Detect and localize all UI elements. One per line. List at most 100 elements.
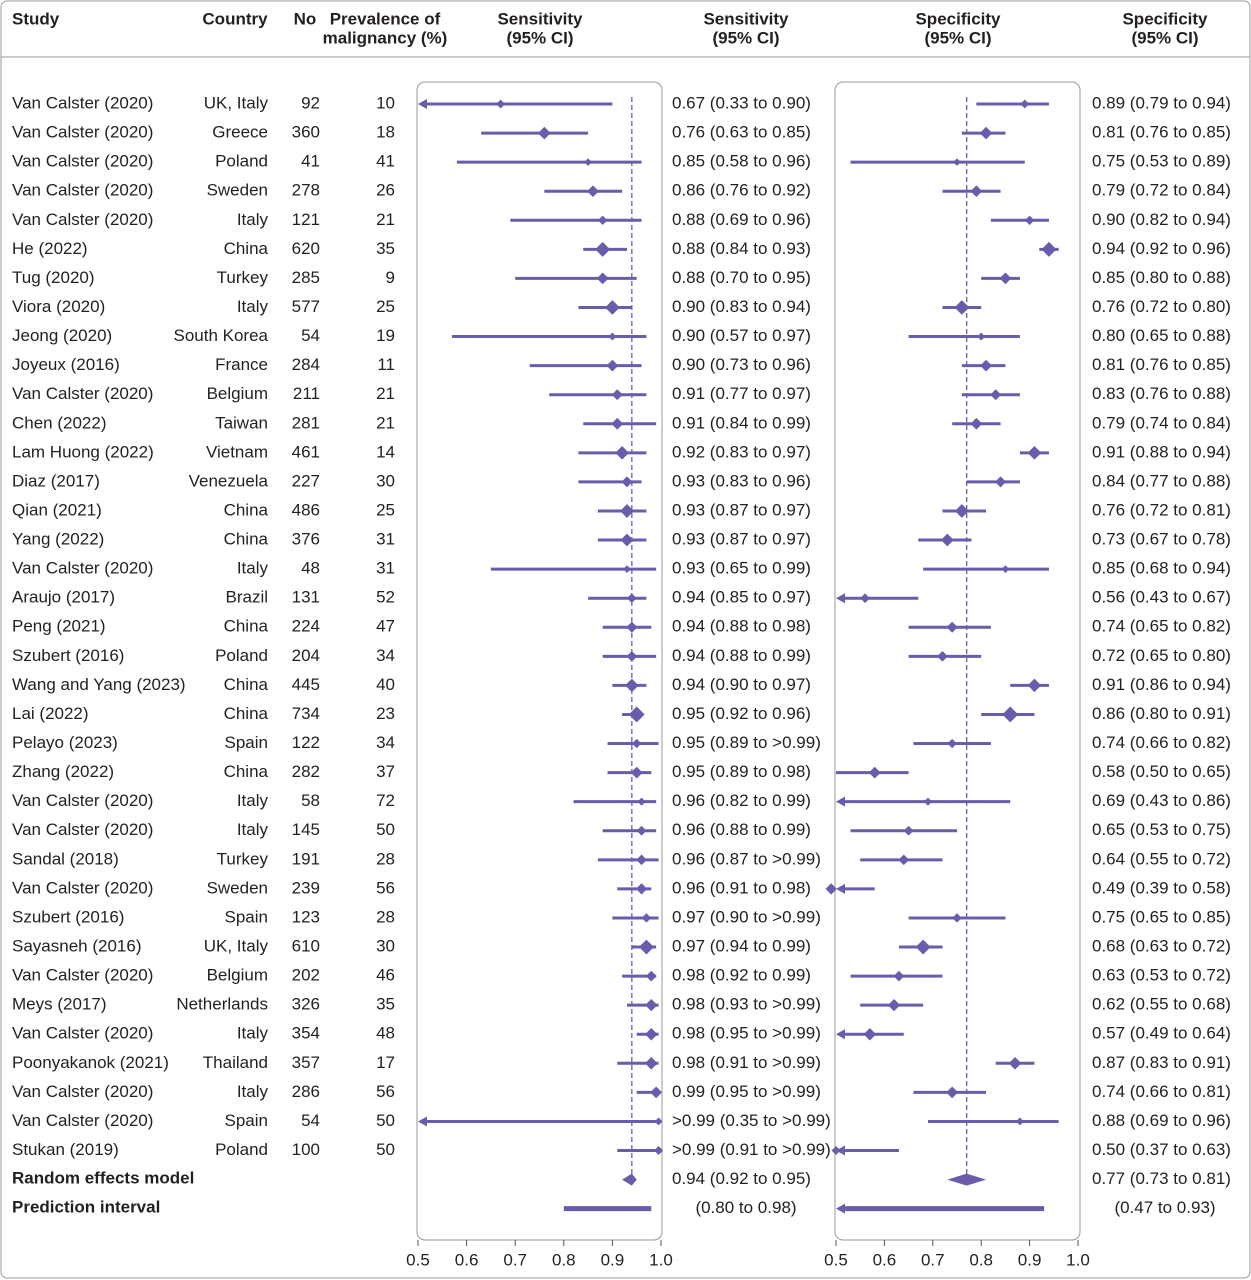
sample-size: 326 bbox=[292, 995, 320, 1014]
x-tick-label: 0.8 bbox=[969, 1250, 993, 1269]
point-estimate bbox=[615, 446, 629, 460]
ci-label: 0.92 (0.83 to 0.97) bbox=[672, 442, 811, 461]
country: Italy bbox=[237, 820, 269, 839]
point-estimate bbox=[597, 215, 608, 225]
prevalence: 21 bbox=[376, 413, 395, 432]
clip-arrow bbox=[836, 796, 845, 807]
prevalence: 18 bbox=[376, 123, 395, 142]
country: Sweden bbox=[207, 181, 268, 200]
panel-header: Specificity bbox=[915, 9, 1001, 28]
ci-label: 0.96 (0.91 to 0.98) bbox=[672, 878, 811, 897]
sample-size: 281 bbox=[292, 413, 320, 432]
sample-size: 354 bbox=[292, 1024, 320, 1043]
sample-size: 191 bbox=[292, 849, 320, 868]
ci-label: 0.89 (0.79 to 0.94) bbox=[1092, 93, 1231, 112]
country: Italy bbox=[237, 1082, 269, 1101]
pooled-diamond bbox=[622, 1173, 637, 1186]
ci-label: >0.99 (0.91 to >0.99) bbox=[672, 1140, 831, 1159]
country: Poland bbox=[215, 646, 268, 665]
country: Netherlands bbox=[176, 995, 268, 1014]
sample-size: 202 bbox=[292, 966, 320, 985]
point-estimate bbox=[970, 185, 983, 198]
column-header: No bbox=[294, 9, 317, 28]
prevalence: 23 bbox=[376, 704, 395, 723]
country: China bbox=[224, 239, 269, 258]
point-estimate bbox=[645, 999, 658, 1012]
ci-label: 0.93 (0.65 to 0.99) bbox=[672, 559, 811, 578]
country: Turkey bbox=[217, 849, 269, 868]
ci-label: 0.85 (0.58 to 0.96) bbox=[672, 152, 811, 171]
prevalence: 35 bbox=[376, 239, 395, 258]
country: Taiwan bbox=[215, 413, 268, 432]
prevalence: 47 bbox=[376, 617, 395, 636]
x-tick-label: 0.7 bbox=[503, 1250, 527, 1269]
study-name: Van Calster (2020) bbox=[12, 878, 153, 897]
country: Belgium bbox=[207, 384, 268, 403]
study-name: Zhang (2022) bbox=[12, 762, 114, 781]
study-name: Van Calster (2020) bbox=[12, 123, 153, 142]
prevalence: 21 bbox=[376, 210, 395, 229]
x-tick-label: 0.9 bbox=[1018, 1250, 1042, 1269]
sample-size: 58 bbox=[301, 791, 320, 810]
ci-label: 0.90 (0.82 to 0.94) bbox=[1092, 210, 1231, 229]
point-estimate bbox=[631, 738, 642, 749]
point-estimate bbox=[1041, 241, 1057, 257]
prevalence: 56 bbox=[376, 878, 395, 897]
point-estimate bbox=[995, 476, 1007, 488]
sample-size: 445 bbox=[292, 675, 320, 694]
point-estimate bbox=[831, 1146, 841, 1156]
point-estimate bbox=[620, 533, 634, 547]
point-estimate bbox=[903, 825, 914, 836]
point-estimate bbox=[654, 1146, 664, 1156]
sample-size: 122 bbox=[292, 733, 320, 752]
point-estimate bbox=[1027, 678, 1042, 693]
clip-arrow bbox=[836, 1203, 845, 1214]
point-estimate bbox=[977, 332, 986, 341]
ci-label: 0.74 (0.66 to 0.81) bbox=[1092, 1082, 1231, 1101]
prevalence: 30 bbox=[376, 471, 395, 490]
point-estimate bbox=[587, 185, 599, 198]
sample-size: 360 bbox=[292, 123, 320, 142]
sample-size: 100 bbox=[292, 1140, 320, 1159]
sample-size: 610 bbox=[292, 937, 320, 956]
sample-size: 282 bbox=[292, 762, 320, 781]
prevalence: 21 bbox=[376, 384, 395, 403]
study-name: Tug (2020) bbox=[12, 268, 95, 287]
clip-arrow bbox=[836, 593, 845, 604]
column-header: Prevalence of bbox=[330, 9, 441, 28]
study-name: Van Calster (2020) bbox=[12, 181, 153, 200]
point-estimate bbox=[979, 126, 993, 140]
country: Turkey bbox=[217, 268, 269, 287]
point-estimate bbox=[1015, 1117, 1024, 1126]
clip-arrow bbox=[418, 99, 427, 109]
ci-label: 0.73 (0.67 to 0.78) bbox=[1092, 530, 1231, 549]
study-name: Joyeux (2016) bbox=[12, 355, 120, 374]
ci-label: 0.98 (0.92 to 0.99) bbox=[672, 966, 811, 985]
ci-label: 0.68 (0.63 to 0.72) bbox=[1092, 937, 1231, 956]
study-name: Chen (2022) bbox=[12, 413, 107, 432]
sample-size: 620 bbox=[292, 239, 320, 258]
prevalence: 10 bbox=[376, 93, 395, 112]
point-estimate bbox=[947, 738, 957, 749]
study-name: Van Calster (2020) bbox=[12, 820, 153, 839]
ci-label: 0.81 (0.76 to 0.85) bbox=[1092, 355, 1231, 374]
prevalence: 48 bbox=[376, 1024, 395, 1043]
country: China bbox=[224, 675, 269, 694]
ci-label: 0.64 (0.55 to 0.72) bbox=[1092, 849, 1231, 868]
study-name: Van Calster (2020) bbox=[12, 210, 153, 229]
panel-frame bbox=[834, 81, 1081, 1241]
country: France bbox=[215, 355, 268, 374]
ci-label: 0.91 (0.88 to 0.94) bbox=[1092, 442, 1231, 461]
study-name: Araujo (2017) bbox=[12, 588, 115, 607]
ci-label: 0.79 (0.74 to 0.84) bbox=[1092, 413, 1231, 432]
point-estimate bbox=[611, 389, 623, 401]
sample-size: 239 bbox=[292, 878, 320, 897]
sample-size: 41 bbox=[301, 152, 320, 171]
point-estimate bbox=[937, 650, 948, 662]
pooled-diamond bbox=[947, 1173, 987, 1186]
prevalence: 72 bbox=[376, 791, 395, 810]
point-estimate bbox=[605, 300, 620, 315]
country: Venezuela bbox=[189, 471, 269, 490]
country: Spain bbox=[225, 733, 268, 752]
country: UK, Italy bbox=[204, 937, 269, 956]
